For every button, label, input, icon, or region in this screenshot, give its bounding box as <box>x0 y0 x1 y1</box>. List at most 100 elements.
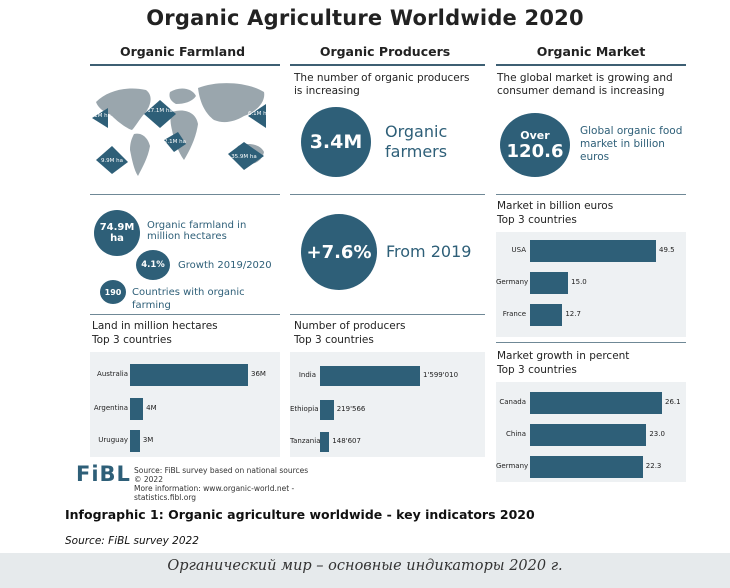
bar <box>530 240 656 262</box>
farmers-circle: 3.4M <box>301 107 371 177</box>
fibl-logo: FiBL <box>76 462 131 486</box>
bar <box>530 456 643 478</box>
bar-category-label: Tanzania <box>290 437 321 445</box>
countries-circle: 190 <box>100 280 126 304</box>
bar <box>530 272 569 294</box>
fibl-source-line-2: © 2022 <box>134 475 163 484</box>
bar <box>530 424 647 446</box>
russian-caption: Органический мир – основные индикаторы 2… <box>167 558 563 574</box>
bar-category-label: Germany <box>496 278 529 286</box>
bar-value-label: 22.3 <box>645 462 662 470</box>
map-label-35.9M: 35.9M ha <box>231 154 257 160</box>
land-chart: Australia 36M Argentina 4M Uruguay 3M <box>90 352 280 457</box>
farmers-label: Organic farmers <box>385 122 448 161</box>
farmland-area-label: Organic farmland in million hectares <box>147 220 247 242</box>
fibl-source-line-3: More information: www.organic-world.net … <box>134 484 295 502</box>
market-header-rule <box>496 64 686 66</box>
farmland-header-rule <box>90 64 280 66</box>
bar-value-label: 36M <box>251 370 266 378</box>
infographic-title: Organic Agriculture Worldwide 2020 <box>146 6 584 30</box>
bar-category-label: USA <box>511 246 527 254</box>
bar-value-label: 219'566 <box>336 405 366 413</box>
bar-value-label: 49.5 <box>659 246 675 254</box>
growth-value: 4.1% <box>141 260 165 270</box>
bar-value-label: 4M <box>146 404 157 412</box>
market-over: Over <box>520 129 550 142</box>
countries-label: Countries with organic farming <box>132 287 245 311</box>
bar <box>320 366 420 386</box>
source-note: Source: FiBL survey 2022 <box>65 535 199 547</box>
map-marker-9.9M <box>96 146 128 174</box>
producers-intro: The number of organic producers is incre… <box>294 72 470 97</box>
market-value: 120.6 <box>506 141 564 162</box>
bar-category-label: Uruguay <box>98 436 128 444</box>
bar-value-label: 12.7 <box>565 310 581 318</box>
bar-value-label: 3M <box>142 436 154 444</box>
map-marker-6.1M <box>248 104 266 128</box>
growth-chart-subtitle: Top 3 countries <box>497 364 577 376</box>
map-label-17.1M: 17.1M ha <box>147 108 173 114</box>
producers-column-header: Organic Producers <box>319 44 451 59</box>
bar-value-label: 1'599'010 <box>423 371 459 379</box>
bar-category-label: Australia <box>97 370 128 378</box>
market-chart-subtitle: Top 3 countries <box>497 214 577 226</box>
producers-divider-2 <box>290 314 485 315</box>
bar <box>530 304 563 326</box>
countries-value: 190 <box>104 287 122 297</box>
asia-shape <box>198 83 265 123</box>
bar-value-label: 15.0 <box>571 278 587 286</box>
growth-circle: 4.1% <box>136 250 170 280</box>
south-america-shape <box>130 133 150 176</box>
bar <box>320 432 330 452</box>
producers-chart-subtitle: Top 3 countries <box>294 334 374 346</box>
bar-category-label: Argentina <box>93 404 128 412</box>
bar-value-label: 148'607 <box>332 437 361 445</box>
bar-value-label: 23.0 <box>649 430 665 438</box>
growth-label: Growth 2019/2020 <box>178 260 272 271</box>
bar-category-label: Germany <box>496 462 529 470</box>
producers-chart-title: Number of producers <box>294 320 406 332</box>
bottom-band <box>0 553 730 588</box>
market-divider-1 <box>496 194 686 195</box>
map-marker-2.1M <box>164 132 186 152</box>
map-label-2.1M: 2.1M ha <box>164 139 186 145</box>
map-label-6.1M: 6.1M ha <box>248 111 270 117</box>
bar <box>130 430 140 452</box>
farmland-area-circle: 74.9M ha <box>94 210 140 256</box>
infographic-caption: Infographic 1: Organic agriculture world… <box>65 507 535 522</box>
farmland-divider-2 <box>90 314 280 315</box>
map-label-3.1M: 3.1M ha <box>89 113 111 119</box>
land-chart-title: Land in million hectares <box>92 320 218 332</box>
bar-category-label: India <box>298 371 316 379</box>
growth-chart-title: Market growth in percent <box>497 350 630 362</box>
bar <box>130 398 144 420</box>
producer-growth-value: +7.6% <box>306 241 372 263</box>
world-map: 3.1M ha 17.1M ha 6.1M ha 2.1M ha 9.9M ha… <box>89 83 270 176</box>
growth-chart: Canada 26.1 China 23.0 Germany 22.3 <box>496 382 686 482</box>
bar-value-label: 26.1 <box>665 398 681 406</box>
market-chart: USA 49.5 Germany 15.0 France 12.7 <box>496 232 686 337</box>
map-label-9.9M: 9.9M ha <box>101 158 123 164</box>
producer-growth-circle: +7.6% <box>301 214 377 290</box>
farmers-value: 3.4M <box>309 131 363 153</box>
producer-growth-label: From 2019 <box>386 242 472 261</box>
north-america-shape <box>96 88 151 130</box>
europe-shape <box>169 88 196 104</box>
market-divider-2 <box>496 342 686 343</box>
market-chart-title: Market in billion euros <box>497 200 614 212</box>
market-circle: Over 120.6 <box>500 113 570 177</box>
map-marker-35.9M <box>228 142 264 170</box>
farmland-divider-1 <box>90 194 280 195</box>
farmland-column-header: Organic Farmland <box>119 44 246 59</box>
producers-chart: India 1'599'010 Ethiopia 219'566 Tanzania 148… <box>290 352 485 457</box>
map-marker-3.1M <box>92 108 108 128</box>
map-marker-17.1M <box>144 100 176 128</box>
farmland-area-value: 74.9M ha <box>99 222 135 244</box>
bar-category-label: Ethiopia <box>290 405 319 413</box>
bar-category-label: Canada <box>499 398 526 406</box>
fibl-source-line-1: Source: FiBL survey based on national so… <box>134 466 309 475</box>
bar <box>130 364 248 386</box>
market-intro: The global market is growing and consume… <box>497 72 673 97</box>
bar <box>530 392 662 414</box>
land-chart-subtitle: Top 3 countries <box>92 334 172 346</box>
